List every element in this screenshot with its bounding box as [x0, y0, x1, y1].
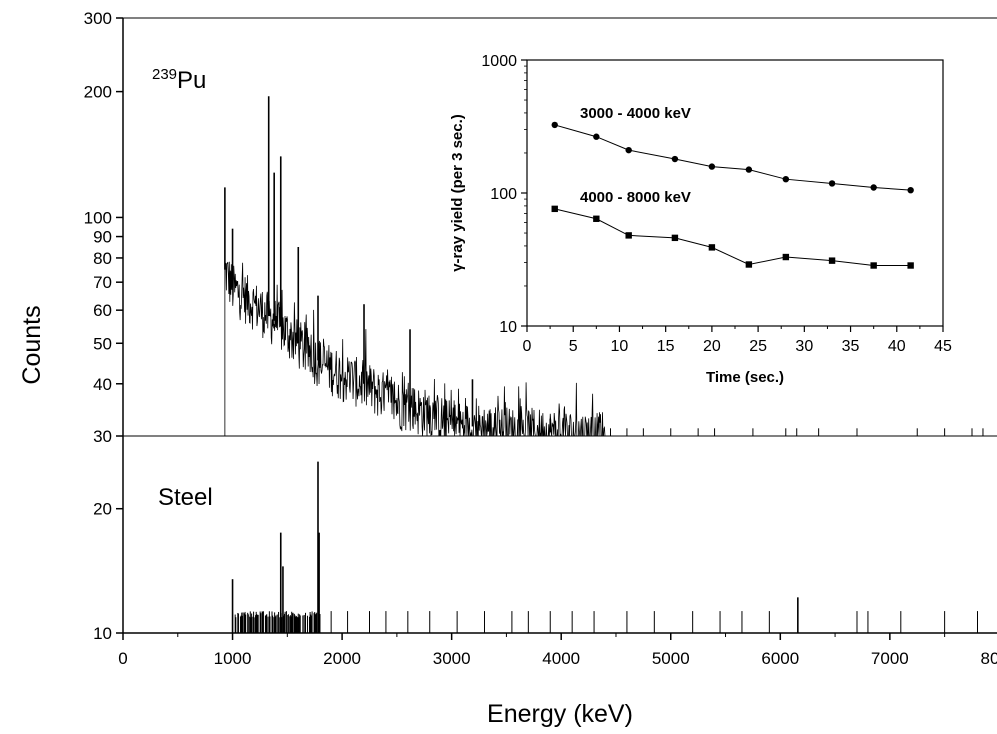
inset-x-tick-label: 35: [842, 338, 860, 355]
data-point-3000-4000: [745, 166, 753, 173]
data-point-4000-8000: [782, 253, 790, 261]
steel-y-tick-label: 10: [93, 624, 112, 643]
data-point-4000-8000: [671, 234, 679, 242]
inset-series: [551, 121, 914, 269]
series-line-4000-8000: [554, 208, 911, 267]
inset-y-tick-label: 10: [499, 319, 517, 336]
pu-y-tick-label: 90: [93, 228, 112, 247]
inset-x-tick-label: 30: [795, 338, 813, 355]
data-point-3000-4000: [671, 155, 679, 163]
data-point-3000-4000: [708, 163, 716, 170]
axis-ticks: [116, 17, 946, 640]
data-point-4000-8000: [593, 215, 600, 222]
pu-y-tick-label: 30: [93, 427, 112, 446]
data-point-3000-4000: [625, 146, 632, 154]
steel-y-tick-label: 20: [93, 500, 112, 519]
x-tick-label: 7000: [871, 649, 909, 668]
data-point-4000-8000: [870, 262, 877, 269]
data-point-4000-8000: [745, 261, 753, 268]
series-label-3000-4000: 3000 - 4000 keV: [580, 105, 691, 122]
pu-y-tick-label: 300: [84, 9, 112, 28]
pu-y-tick-label: 100: [84, 208, 112, 227]
inset-tick-labels: 0 5 10 15 20 25 30 35 40 45 10 100 1000: [481, 53, 952, 355]
data-point-4000-8000: [907, 262, 914, 269]
data-point-3000-4000: [551, 121, 558, 129]
inset-x-tick-label: 5: [569, 338, 578, 355]
pu-spectrum-line: [123, 261, 606, 437]
inset-x-tick-label: 0: [523, 338, 532, 355]
data-point-4000-8000: [625, 232, 632, 239]
pu-y-tick-label: 40: [93, 375, 112, 394]
pu-label-superscript: 239: [152, 66, 177, 83]
inset-y-tick-label: 1000: [481, 53, 517, 70]
pu-y-tick-label: 70: [93, 273, 112, 292]
series-label-4000-8000: 4000 - 8000 keV: [580, 189, 691, 206]
data-point-3000-4000: [593, 133, 600, 140]
tick-labels: 0100020003000400050006000700080003040506…: [84, 9, 997, 668]
inset-x-tick-label: 40: [888, 338, 906, 355]
steel-panel-label: Steel: [158, 484, 213, 511]
inset-x-tick-label: 25: [749, 338, 767, 355]
x-tick-label: 5000: [652, 649, 690, 668]
data-point-3000-4000: [907, 186, 914, 194]
steel-spectrum: [231, 461, 978, 633]
inset-x-tick-label: 20: [703, 338, 721, 355]
x-axis-title: Energy (keV): [487, 700, 633, 728]
x-tick-label: 2000: [323, 649, 361, 668]
pu-y-tick-label: 50: [93, 334, 112, 353]
x-tick-label: 8000: [980, 649, 997, 668]
inset-ticks: [521, 59, 944, 332]
pu-label-main: Pu: [177, 67, 206, 94]
pu-spectrum: [123, 96, 984, 437]
x-tick-label: 4000: [542, 649, 580, 668]
data-point-4000-8000: [828, 257, 836, 264]
pu-y-tick-label: 200: [84, 83, 112, 102]
pu-y-tick-label: 80: [93, 249, 112, 268]
x-tick-label: 6000: [761, 649, 799, 668]
inset-y-tick-label: 100: [490, 186, 517, 203]
inset-y-axis-title: γ-ray yield (per 3 sec.): [449, 114, 466, 272]
x-tick-label: 1000: [214, 649, 252, 668]
data-point-4000-8000: [551, 205, 558, 213]
data-point-3000-4000: [782, 175, 790, 183]
data-point-4000-8000: [708, 244, 716, 251]
y-axis-title: Counts: [18, 305, 46, 384]
x-tick-label: 3000: [433, 649, 471, 668]
inset-background: [527, 60, 943, 326]
pu-panel-label: 239Pu: [152, 66, 206, 94]
inset-x-tick-label: 10: [611, 338, 629, 355]
series-line-3000-4000: [554, 124, 911, 191]
data-point-3000-4000: [870, 184, 877, 191]
inset-x-axis-title: Time (sec.): [706, 369, 784, 386]
inset-x-tick-label: 15: [657, 338, 675, 355]
x-tick-label: 0: [118, 649, 127, 668]
data-point-3000-4000: [828, 180, 836, 187]
pu-y-tick-label: 60: [93, 301, 112, 320]
inset-x-tick-label: 45: [934, 338, 952, 355]
